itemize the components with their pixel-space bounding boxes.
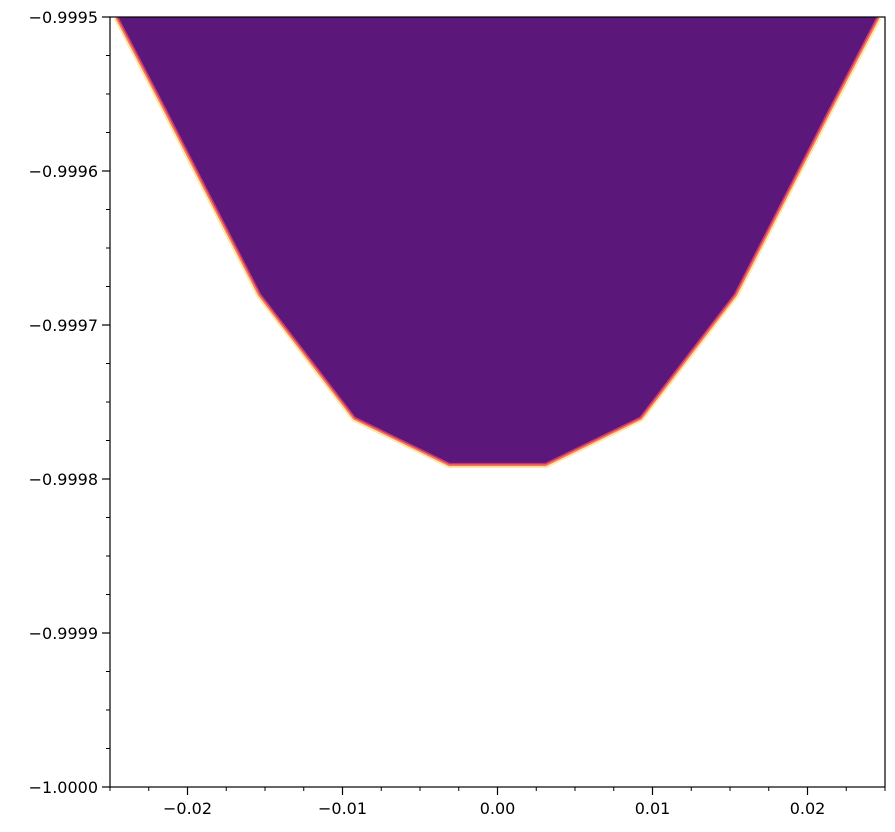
y-axis: −0.9995 −0.9996 −0.9997 −0.9998 −0.9999 −1.00… bbox=[29, 8, 110, 797]
x-tick-label: −0.01 bbox=[318, 799, 367, 818]
x-tick-label: 0.02 bbox=[790, 799, 826, 818]
y-tick-label: −0.9995 bbox=[29, 8, 98, 27]
filled-region bbox=[117, 17, 878, 465]
plot-area bbox=[113, 17, 882, 469]
y-tick-label: −0.9998 bbox=[29, 470, 98, 489]
y-tick-label: −0.9996 bbox=[29, 162, 98, 181]
y-tick-label: −0.9999 bbox=[29, 624, 98, 643]
x-tick-label: 0.00 bbox=[480, 799, 516, 818]
y-tick-label: −1.0000 bbox=[29, 778, 98, 797]
x-tick-label: −0.02 bbox=[163, 799, 212, 818]
x-tick-label: 0.01 bbox=[635, 799, 671, 818]
y-tick-label: −0.9997 bbox=[29, 316, 98, 335]
x-axis: −0.02 −0.01 0.00 0.01 0.02 bbox=[109, 787, 886, 818]
